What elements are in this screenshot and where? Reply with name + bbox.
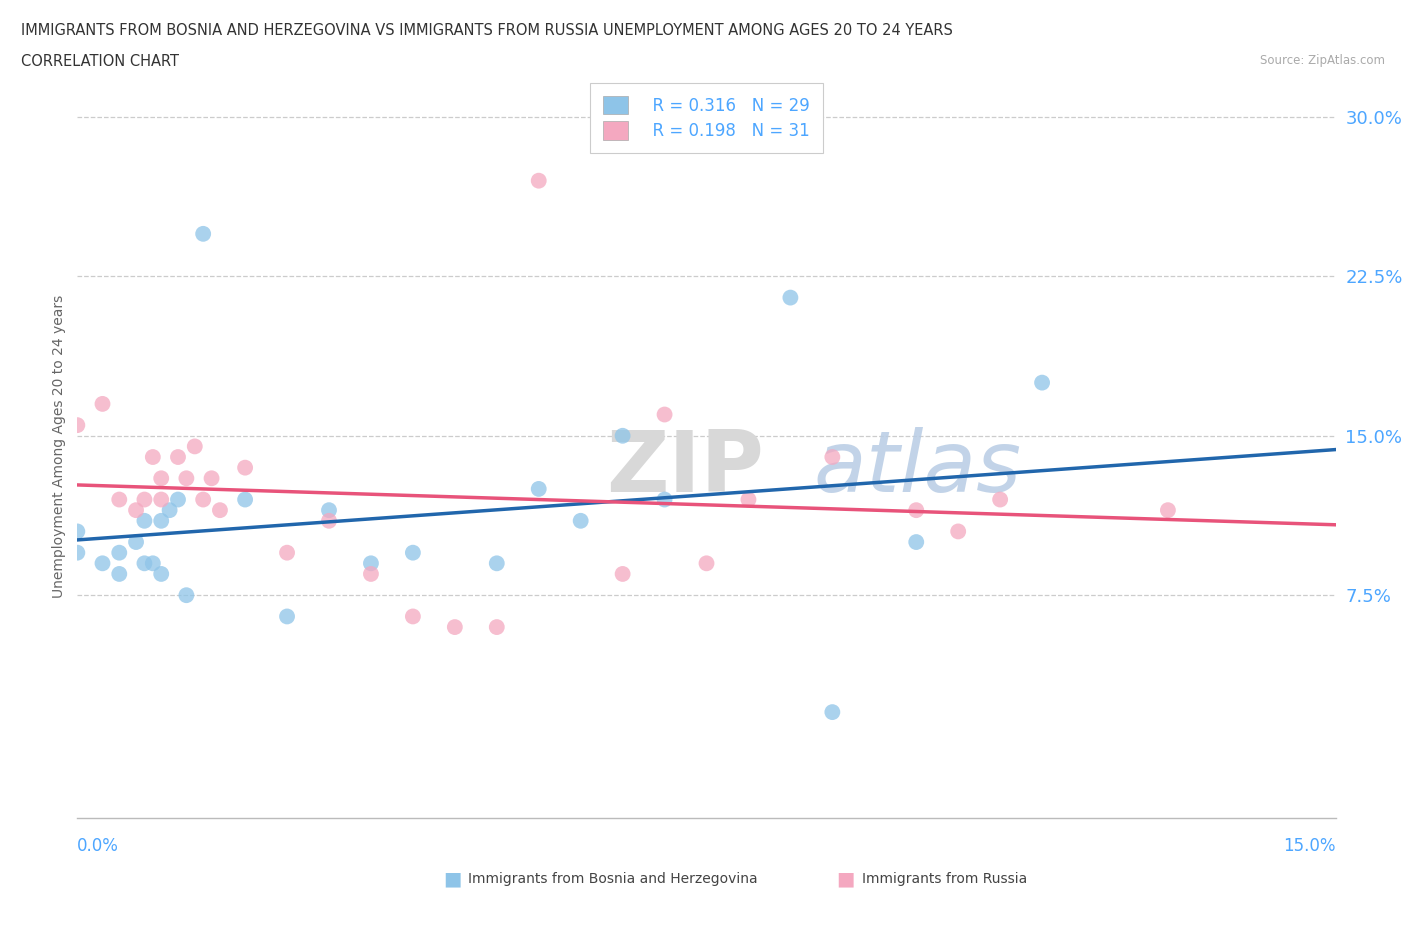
Point bbox=[142, 449, 165, 464]
Point bbox=[654, 492, 676, 507]
Point bbox=[167, 492, 190, 507]
Point bbox=[191, 226, 215, 241]
Point bbox=[176, 471, 198, 485]
Point bbox=[612, 566, 634, 581]
Point bbox=[1157, 503, 1180, 518]
Text: IMMIGRANTS FROM BOSNIA AND HERZEGOVINA VS IMMIGRANTS FROM RUSSIA UNEMPLOYMENT AM: IMMIGRANTS FROM BOSNIA AND HERZEGOVINA V… bbox=[21, 23, 953, 38]
Point bbox=[150, 513, 173, 528]
Point bbox=[66, 418, 89, 432]
Point bbox=[134, 513, 156, 528]
Point bbox=[150, 492, 173, 507]
Point bbox=[485, 556, 508, 571]
Point bbox=[276, 609, 298, 624]
Point bbox=[108, 492, 131, 507]
Point bbox=[318, 503, 340, 518]
Point bbox=[108, 545, 131, 560]
Point bbox=[125, 535, 148, 550]
Point bbox=[821, 705, 844, 720]
Point bbox=[696, 556, 718, 571]
Text: 15.0%: 15.0% bbox=[1284, 837, 1336, 855]
Point bbox=[654, 407, 676, 422]
Point bbox=[91, 396, 114, 411]
Point bbox=[66, 524, 89, 538]
Point bbox=[360, 556, 382, 571]
Text: Source: ZipAtlas.com: Source: ZipAtlas.com bbox=[1260, 54, 1385, 67]
Point bbox=[485, 619, 508, 634]
Point bbox=[948, 524, 970, 538]
Point bbox=[150, 471, 173, 485]
Point bbox=[150, 566, 173, 581]
Point bbox=[108, 566, 131, 581]
Text: Immigrants from Bosnia and Herzegovina: Immigrants from Bosnia and Herzegovina bbox=[468, 871, 758, 886]
Point bbox=[1031, 375, 1053, 390]
Point bbox=[167, 449, 190, 464]
Point bbox=[66, 545, 89, 560]
Y-axis label: Unemployment Among Ages 20 to 24 years: Unemployment Among Ages 20 to 24 years bbox=[52, 295, 66, 598]
Point bbox=[125, 503, 148, 518]
Point bbox=[233, 492, 256, 507]
Point bbox=[612, 429, 634, 444]
Point bbox=[142, 556, 165, 571]
Text: atlas: atlas bbox=[814, 427, 1022, 511]
Point bbox=[444, 619, 467, 634]
Point bbox=[176, 588, 198, 603]
Point bbox=[821, 449, 844, 464]
Text: ■: ■ bbox=[837, 870, 855, 888]
Point bbox=[233, 460, 256, 475]
Point bbox=[988, 492, 1011, 507]
Point bbox=[276, 545, 298, 560]
Point bbox=[569, 513, 592, 528]
Legend:   R = 0.316   N = 29,   R = 0.198   N = 31: R = 0.316 N = 29, R = 0.198 N = 31 bbox=[591, 83, 823, 153]
Point bbox=[208, 503, 231, 518]
Point bbox=[779, 290, 801, 305]
Point bbox=[134, 492, 156, 507]
Point bbox=[527, 482, 550, 497]
Text: Immigrants from Russia: Immigrants from Russia bbox=[862, 871, 1028, 886]
Point bbox=[737, 492, 759, 507]
Point bbox=[159, 503, 181, 518]
Point bbox=[191, 492, 215, 507]
Point bbox=[134, 556, 156, 571]
Point bbox=[200, 471, 222, 485]
Point bbox=[905, 503, 928, 518]
Text: ZIP: ZIP bbox=[606, 427, 763, 511]
Point bbox=[402, 609, 425, 624]
Point bbox=[527, 173, 550, 188]
Point bbox=[402, 545, 425, 560]
Point bbox=[905, 535, 928, 550]
Point bbox=[91, 556, 114, 571]
Text: ■: ■ bbox=[443, 870, 461, 888]
Point bbox=[318, 513, 340, 528]
Text: 0.0%: 0.0% bbox=[77, 837, 120, 855]
Text: CORRELATION CHART: CORRELATION CHART bbox=[21, 54, 179, 69]
Point bbox=[184, 439, 207, 454]
Point bbox=[360, 566, 382, 581]
